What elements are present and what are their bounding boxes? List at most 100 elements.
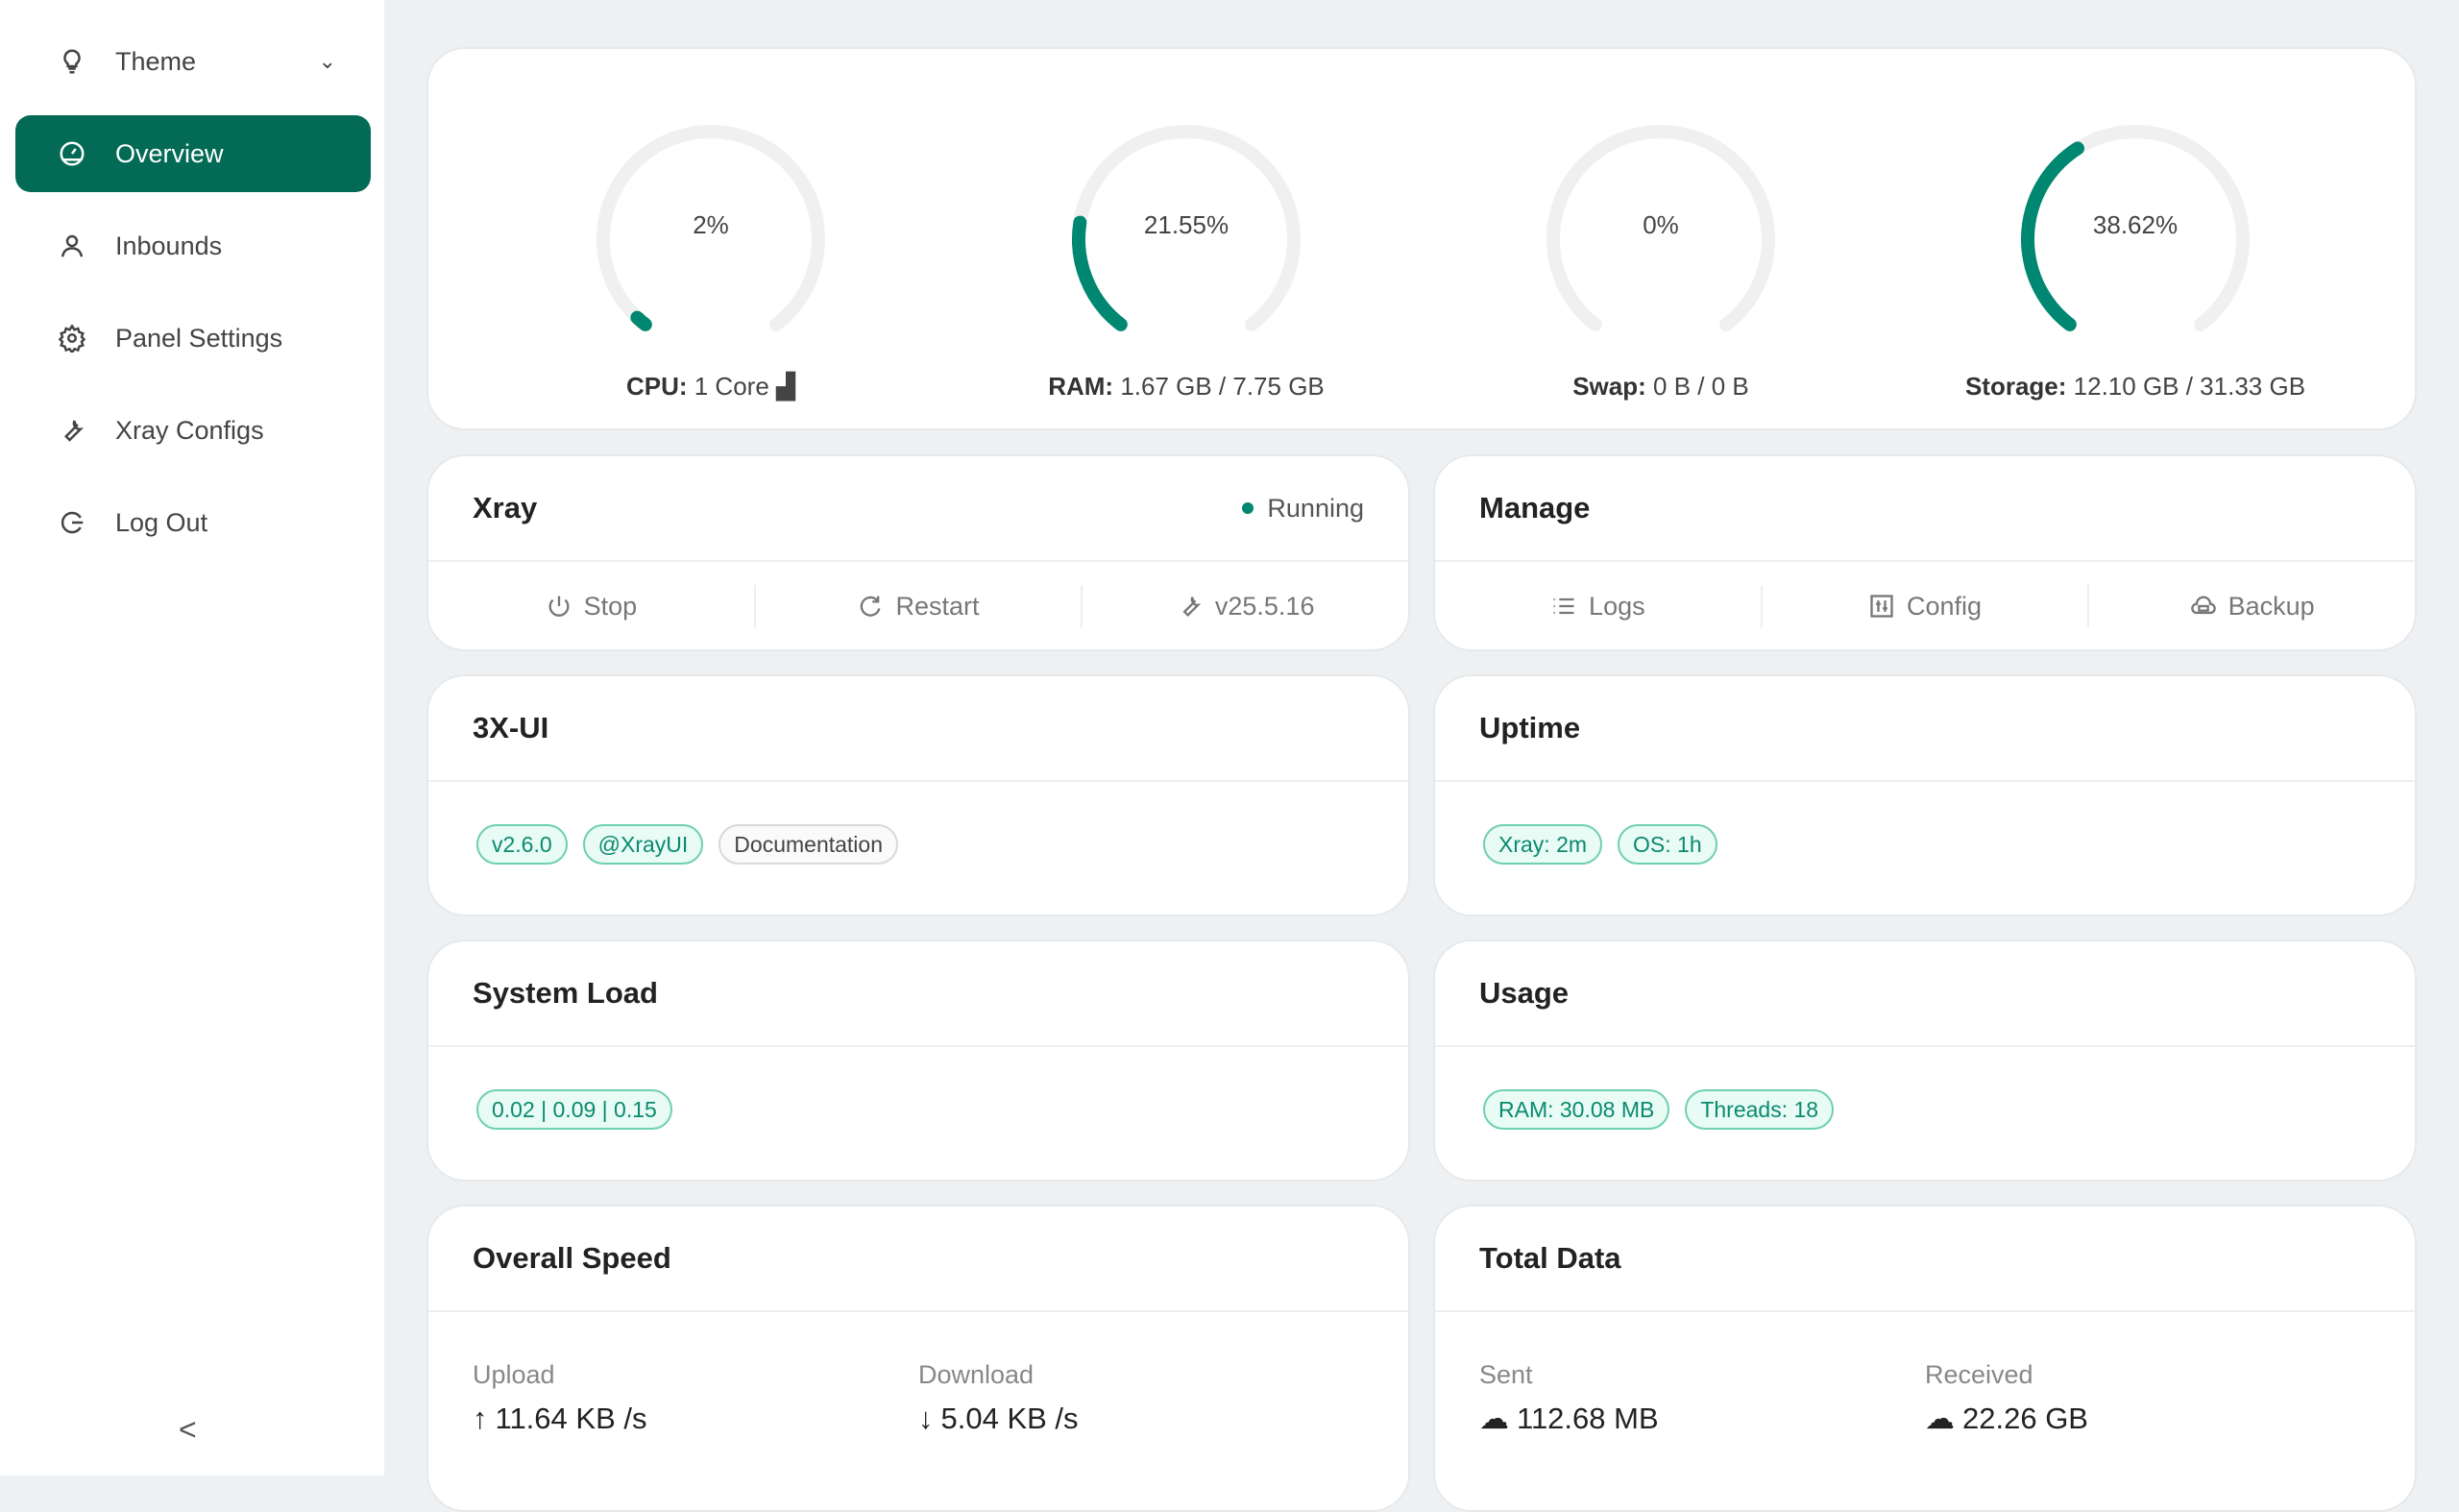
threads-tag: Threads: 18 [1685,1089,1835,1130]
load-tag: 0.02 | 0.09 | 0.15 [476,1089,672,1130]
status-dot-icon [1242,502,1254,514]
dashboard-icon [60,141,85,166]
upload-value: 11.64 KB /s [495,1402,647,1435]
backup-button[interactable]: Backup [2089,585,2415,627]
version-button[interactable]: v25.5.16 [1083,585,1408,627]
tool-icon [63,420,85,442]
status-text: Running [1267,493,1364,523]
gauge-ring [596,125,825,354]
chevron-down-icon: ⌄ [318,49,336,73]
gauge-storage: 38.62% Storage: 12.10 GB / 31.33 GB [1914,114,2356,402]
ram-usage-tag: RAM: 30.08 MB [1483,1089,1670,1130]
sidebar-item-inbounds[interactable]: Inbounds [15,207,371,284]
received-value: 22.26 GB [1962,1402,2088,1435]
gauge-label: CPU: [625,372,688,401]
logs-button[interactable]: Logs [1435,585,1763,627]
card-title: Uptime [1479,711,1581,744]
sidebar-item-label: Log Out [115,507,208,537]
collapse-sidebar-button[interactable]: < [179,1412,197,1447]
backup-label: Backup [2228,591,2315,621]
gauge-detail: 1.67 GB / 7.75 GB [1120,372,1325,401]
total-data-card: Total Data Sent ☁ 112.68 MB Received ☁ 22.… [1433,1205,2417,1512]
card-title: Manage [1479,491,1591,524]
card-title: Xray [473,491,538,524]
gauge-value: 2% [693,210,729,239]
sidebar-item-label: Panel Settings [115,323,283,353]
bulb-icon [63,49,81,74]
gauge-value: 21.55% [1143,210,1230,239]
restart-label: Restart [895,591,980,621]
gauge-detail: 12.10 GB / 31.33 GB [2073,372,2306,401]
cloud-upload-icon: ☁ [1479,1402,1509,1435]
sent-value: 112.68 MB [1517,1402,1659,1435]
card-title: Total Data [1479,1241,1621,1275]
uptime-card: Uptime Xray: 2m OS: 1h [1433,674,2417,916]
restart-button[interactable]: Restart [756,585,1083,627]
gauge-track [1546,125,1775,354]
card-title: Usage [1479,976,1570,1010]
stop-button[interactable]: Stop [428,585,756,627]
sidebar-item-xray-configs[interactable]: Xray Configs [15,392,371,469]
gauge-progress [2021,125,2250,354]
download-value: 5.04 KB /s [940,1402,1079,1435]
gauge-ring [1546,125,1775,354]
control-icon [1870,595,1893,618]
list-icon [1553,597,1574,615]
telegram-tag[interactable]: @XrayUI [582,824,704,865]
sidebar-item-overview[interactable]: Overview [15,115,371,192]
status-badge: Running [1242,494,1364,524]
cloud-server-icon [2190,596,2216,615]
arrow-up-icon: ↑ [473,1402,488,1435]
stop-label: Stop [583,591,638,621]
gauge-detail: 1 Core [694,372,769,401]
xray-card: Xray Running Stop Restart v25.5.16 [426,454,1410,651]
area-chart-icon[interactable]: ▟ [776,372,796,401]
gauge-label: RAM: [1048,372,1114,401]
sidebar-item-label: Xray Configs [115,415,264,445]
gauge-value: 38.62% [2092,210,2179,239]
sidebar-item-theme[interactable]: Theme ⌄ [15,23,371,100]
usage-card: Usage RAM: 30.08 MB Threads: 18 [1433,939,2417,1182]
system-load-card: System Load 0.02 | 0.09 | 0.15 [426,939,1410,1182]
gauge-progress [1072,125,1301,354]
logout-icon [61,511,84,534]
config-button[interactable]: Config [1763,585,2090,627]
documentation-tag[interactable]: Documentation [718,824,898,865]
gauge-value: 0% [1643,210,1679,239]
logs-label: Logs [1589,591,1645,621]
gauge-ring [1072,125,1301,354]
gear-icon [58,324,86,353]
card-title: Overall Speed [473,1241,671,1275]
sidebar-item-label: Overview [115,138,224,168]
gauge-progress [596,125,825,354]
version-tag[interactable]: v2.6.0 [476,824,568,865]
sidebar-item-label: Inbounds [115,231,223,260]
tool-icon [1182,597,1202,617]
sent-label: Sent [1479,1360,1533,1389]
gauge-cpu: 2% CPU: 1 Core ▟ [490,114,932,402]
manage-card: Manage Logs Config Backup [1433,454,2417,651]
download-label: Download [918,1360,1035,1389]
config-label: Config [1906,591,1983,621]
os-uptime-tag: OS: 1h [1618,824,1717,865]
gauge-swap: 0% Swap: 0 B / 0 B [1440,114,1882,402]
arrow-down-icon: ↓ [918,1402,934,1435]
gauge-detail: 0 B / 0 B [1653,372,1749,401]
xray-uptime-tag: Xray: 2m [1483,824,1603,865]
card-title: System Load [473,976,658,1010]
version-label: v25.5.16 [1214,591,1315,621]
cloud-download-icon: ☁ [1925,1402,1955,1435]
gauge-label: Storage: [1964,372,2067,401]
reload-icon [861,596,881,617]
sidebar-item-log-out[interactable]: Log Out [15,484,371,561]
3x-ui-card: 3X-UI v2.6.0 @XrayUI Documentation [426,674,1410,916]
sidebar: Theme ⌄ Overview Inbounds Panel Settings… [0,0,384,1475]
sidebar-item-panel-settings[interactable]: Panel Settings [15,300,371,377]
upload-label: Upload [473,1360,555,1389]
gauge-ring [2021,125,2250,354]
overall-speed-card: Overall Speed Upload ↑ 11.64 KB /s Downlo… [426,1205,1410,1512]
system-status-card: 2% CPU: 1 Core ▟ 21.55% RAM: 1.67 GB / 7… [426,47,2417,430]
card-title: 3X-UI [473,711,549,744]
gauge-ram: 21.55% RAM: 1.67 GB / 7.75 GB [965,114,1407,402]
gauge-label: Swap: [1572,372,1646,401]
